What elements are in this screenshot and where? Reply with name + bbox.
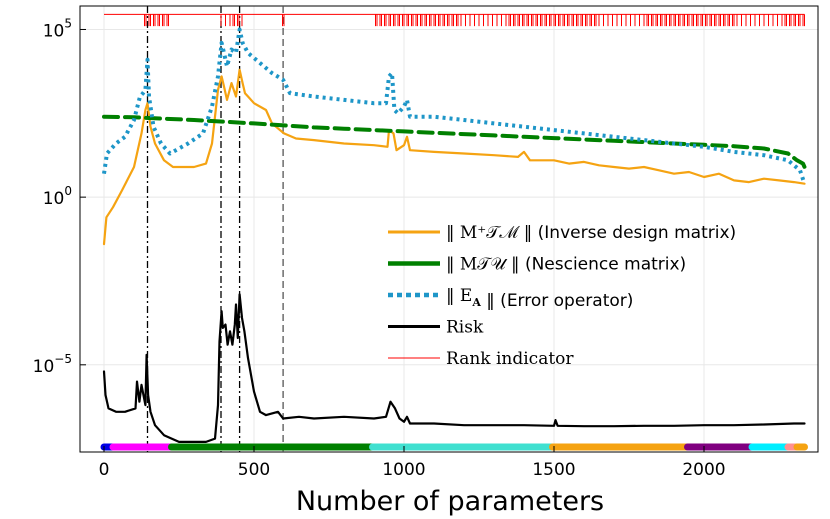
legend-item-error: ‖ EA ‖ (Error operator) — [388, 286, 633, 311]
legend-label: ‖ EA ‖ (Error operator) — [446, 286, 633, 311]
series-layer — [102, 13, 807, 443]
series-line-inverse — [102, 68, 806, 246]
y-tick-label: 100 — [43, 184, 72, 209]
legend-item-nescience: ‖ M𝒯𝒰 ‖ (Nescience matrix) — [388, 255, 686, 275]
legend-item-risk: Risk — [388, 318, 484, 338]
series-line-risk — [102, 293, 806, 443]
legend: ‖ M⁺𝒯ℳ ‖ (Inverse design matrix) ‖ M𝒯𝒰 ‖ … — [388, 223, 736, 369]
plot-frame — [79, 5, 819, 453]
series-line-nescience — [102, 114, 807, 169]
vertical-markers — [146, 6, 284, 452]
x-tick-label: 2000 — [682, 460, 725, 480]
x-tick-label: 1000 — [382, 460, 425, 480]
x-tick-label: 1500 — [532, 460, 575, 480]
y-tick-label: 105 — [43, 16, 72, 41]
x-tick-label: 500 — [238, 460, 270, 480]
x-axis-title: Number of parameters — [296, 486, 604, 517]
legend-item-rank: Rank indicator — [388, 349, 574, 369]
legend-item-inverse: ‖ M⁺𝒯ℳ ‖ (Inverse design matrix) — [388, 223, 736, 243]
series-rank-indicator — [104, 13, 805, 27]
y-ticks: 105 100 10−5 — [33, 16, 86, 377]
legend-label: Risk — [446, 318, 484, 338]
grid-lines — [80, 6, 818, 452]
x-tick-label: 0 — [99, 460, 110, 480]
y-tick-label: 10−5 — [33, 352, 72, 377]
series-line-error — [102, 27, 807, 185]
x-ticks: 0 500 1000 1500 2000 — [99, 446, 726, 480]
legend-label: ‖ M⁺𝒯ℳ ‖ (Inverse design matrix) — [446, 223, 736, 243]
legend-label: ‖ M𝒯𝒰 ‖ (Nescience matrix) — [446, 255, 686, 275]
legend-label: Rank indicator — [446, 349, 574, 369]
